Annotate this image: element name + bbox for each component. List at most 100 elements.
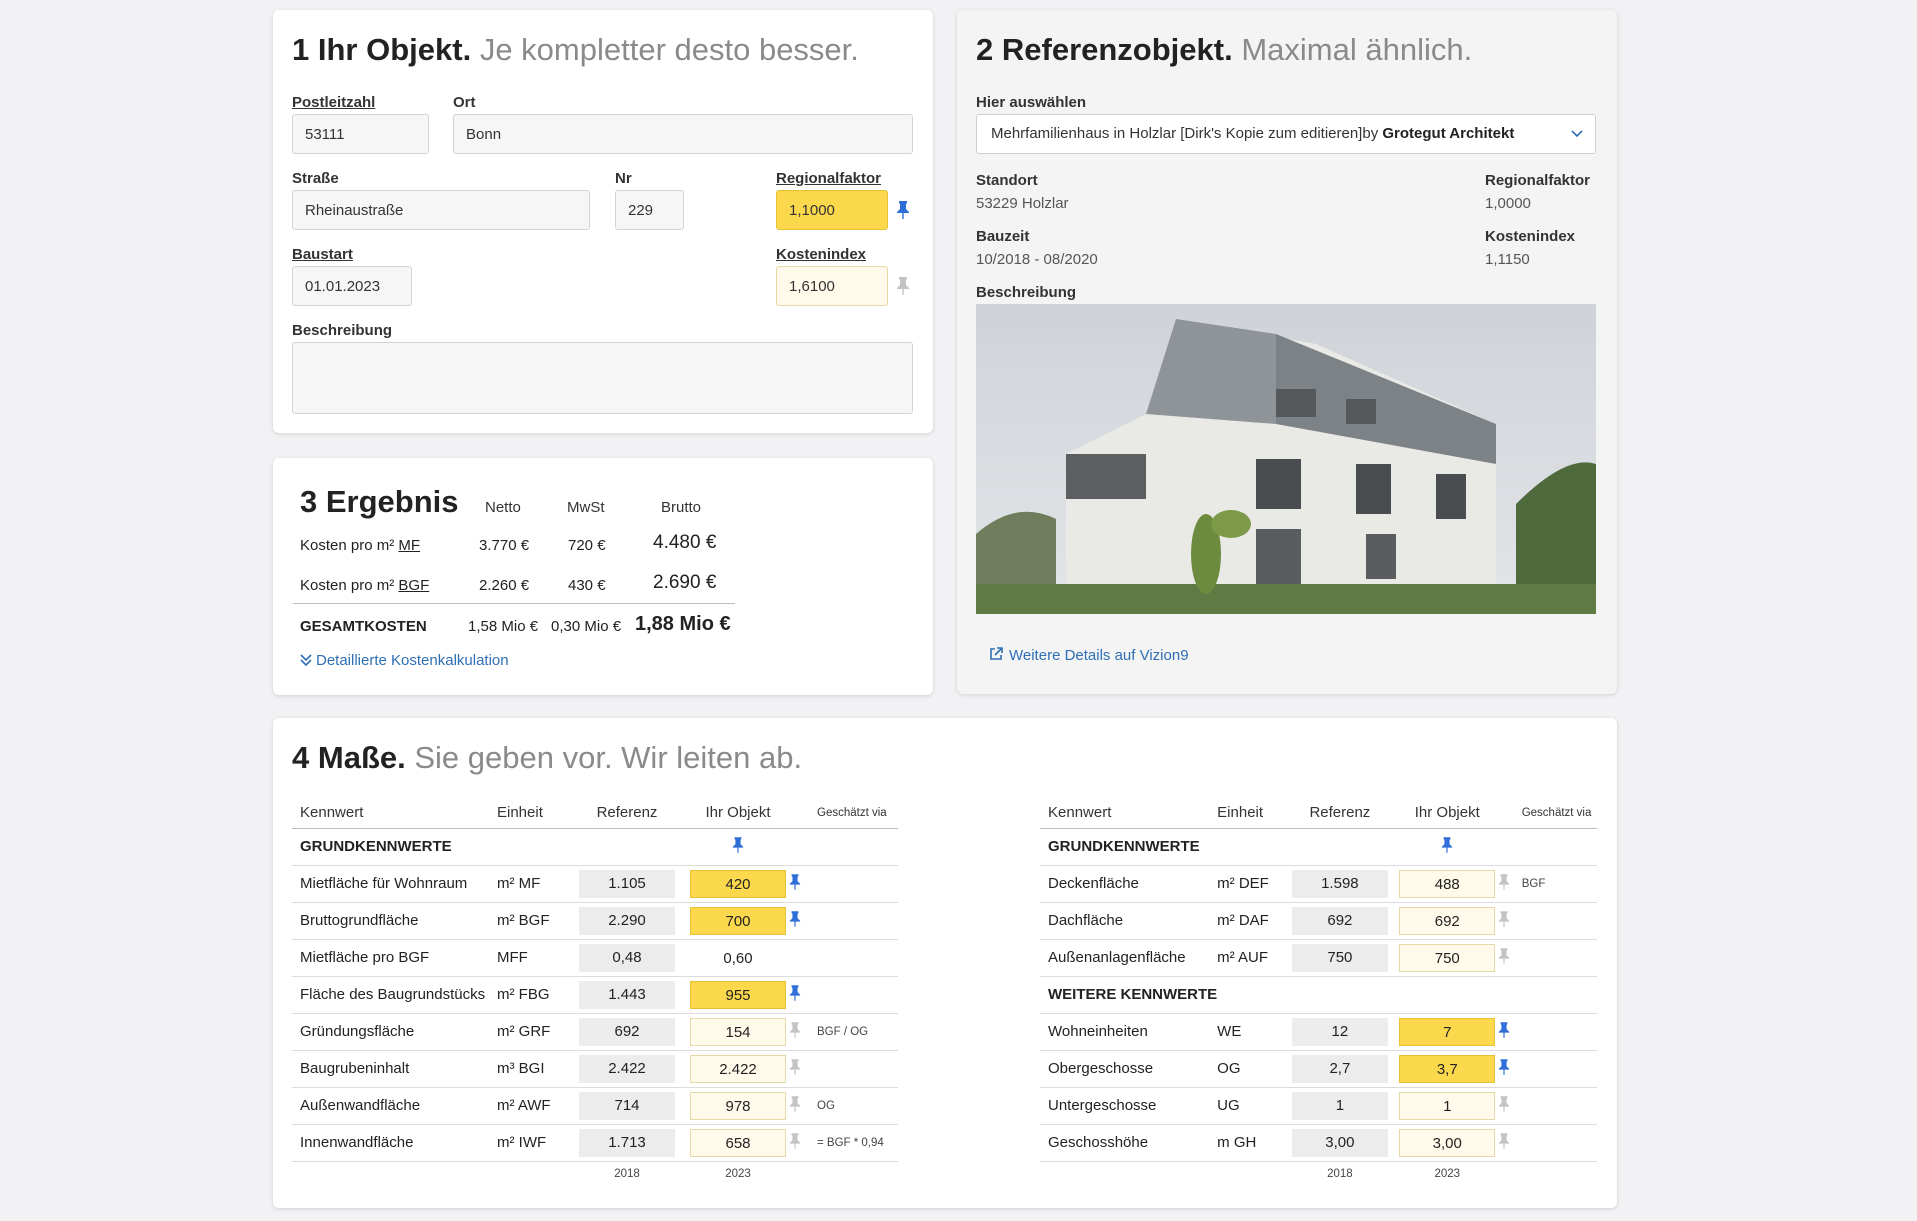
pin-icon[interactable] (1498, 1021, 1510, 1043)
select-author: Grotegut Architekt (1382, 125, 1515, 142)
pin-icon[interactable] (789, 984, 801, 1006)
objekt-value-input[interactable]: 0,60 (723, 949, 753, 967)
pin-icon[interactable] (1498, 873, 1510, 895)
baustart-input[interactable] (292, 266, 412, 306)
table-row: Bruttogrundfläche m² BGF 2.290 700 (292, 902, 898, 940)
objekt-value-input[interactable]: 3,7 (1399, 1054, 1496, 1083)
objekt-value-input[interactable]: 2.422 (690, 1054, 786, 1083)
table-row: Außenwandfläche m² AWF 714 978 OG (292, 1087, 898, 1125)
ref-regionalfaktor-value: 1,0000 (1485, 195, 1531, 212)
geschaetzt-via (1521, 1050, 1597, 1088)
pin-icon[interactable] (1498, 947, 1510, 969)
ref-kostenindex-value: 1,1150 (1485, 251, 1530, 268)
total-label: GESAMTKOSTEN (300, 618, 427, 635)
objekt-value-input[interactable]: 3,00 (1399, 1128, 1496, 1157)
object-heading: 1 Ihr Objekt. Je kompletter desto besser… (292, 32, 859, 67)
geschaetzt-via (1521, 902, 1597, 940)
geschaetzt-via (1521, 1013, 1597, 1051)
beschreibung-textarea[interactable] (292, 342, 913, 414)
pin-icon[interactable] (1498, 1132, 1510, 1154)
baustart-label: Baustart (292, 246, 353, 263)
pin-all-icon[interactable] (732, 836, 744, 858)
referenz-value: 692 (1291, 906, 1388, 935)
objekt-value-input[interactable]: 7 (1399, 1017, 1496, 1046)
total-netto: 1,58 Mio € (468, 618, 539, 635)
kennwert-name: Wohneinheiten (1040, 1013, 1218, 1051)
referenz-year: 2018 (614, 1168, 640, 1181)
geschaetzt-via: BGF / OG (817, 1013, 898, 1051)
table-row: Außenanlagenfläche m² AUF 750 750 (1040, 939, 1597, 977)
standort-label: Standort (976, 172, 1038, 189)
pin-icon[interactable] (896, 276, 910, 296)
kennwert-name: Untergeschosse (1040, 1087, 1218, 1125)
total-mwst: 0,30 Mio € (551, 618, 622, 635)
year-row: 2018 2023 (292, 1161, 898, 1187)
objekt-value-input[interactable]: 658 (690, 1128, 786, 1157)
pin-icon[interactable] (789, 1132, 801, 1154)
objekt-value-input[interactable]: 700 (690, 906, 786, 935)
strasse-input[interactable] (292, 190, 590, 230)
chevron-down-icon (1571, 130, 1583, 138)
pin-icon[interactable] (896, 200, 910, 220)
measures-table-left: Kennwert Einheit Referenz Ihr Objekt Ges… (292, 798, 898, 1187)
pin-icon[interactable] (1498, 910, 1510, 932)
result-row-bgf-label: Kosten pro m² BGF (300, 577, 430, 594)
kennwert-unit: m² IWF (497, 1124, 567, 1162)
regionalfaktor-input[interactable] (776, 190, 888, 230)
bauzeit-value: 10/2018 - 08/2020 (976, 251, 1098, 268)
vizion9-link-label: Weitere Details auf Vizion9 (1009, 647, 1189, 664)
pin-icon[interactable] (789, 1058, 801, 1080)
pin-icon[interactable] (789, 873, 801, 895)
group-row: GRUNDKENNWERTE (292, 828, 898, 866)
kennwert-unit: m GH (1217, 1124, 1283, 1162)
pin-all-icon[interactable] (1441, 836, 1453, 858)
header-objekt: Ihr Objekt (687, 798, 789, 829)
ref-beschreibung-label: Beschreibung (976, 284, 1077, 301)
pin-icon[interactable] (789, 910, 801, 932)
select-label: Hier auswählen (976, 94, 1087, 111)
kennwert-unit: m² FBG (497, 976, 567, 1014)
vizion9-link[interactable]: Weitere Details auf Vizion9 (989, 647, 1189, 664)
header-kennwert: Kennwert (1040, 798, 1218, 829)
measures-heading: 4 Maße. Sie geben vor. Wir leiten ab. (292, 740, 803, 775)
objekt-value-input[interactable]: 1 (1399, 1091, 1496, 1120)
kostenindex-input[interactable] (776, 266, 888, 306)
object-card: 1 Ihr Objekt. Je kompletter desto besser… (273, 10, 933, 433)
nr-input[interactable] (615, 190, 684, 230)
beschreibung-label: Beschreibung (292, 322, 393, 339)
kennwert-unit: m² DAF (1217, 902, 1283, 940)
referenz-value: 1 (1291, 1091, 1388, 1120)
referenz-value: 2,7 (1291, 1054, 1388, 1083)
kennwert-name: Mietfläche pro BGF (292, 939, 497, 977)
kennwert-name: Fläche des Baugrundstücks (292, 976, 497, 1014)
objekt-value-input[interactable]: 955 (690, 980, 786, 1009)
header-einheit: Einheit (497, 798, 567, 829)
referenz-value: 0,48 (579, 943, 675, 972)
reference-select[interactable]: Mehrfamilienhaus in Holzlar [Dirk's Kopi… (976, 114, 1596, 154)
objekt-value-input[interactable]: 692 (1399, 906, 1496, 935)
objekt-value-input[interactable]: 488 (1399, 869, 1496, 898)
ort-input[interactable] (453, 114, 913, 154)
ref-kostenindex-label: Kostenindex (1485, 228, 1576, 245)
kennwert-name: Außenwandfläche (292, 1087, 497, 1125)
referenz-value: 1.443 (579, 980, 675, 1009)
geschaetzt-via (1521, 1124, 1597, 1162)
pin-icon[interactable] (789, 1095, 801, 1117)
pin-icon[interactable] (1498, 1095, 1510, 1117)
objekt-year: 2023 (1434, 1168, 1461, 1181)
objekt-value-input[interactable]: 978 (690, 1091, 786, 1120)
geschaetzt-via (817, 865, 898, 903)
pin-icon[interactable] (789, 1021, 801, 1043)
referenz-value: 3,00 (1291, 1128, 1388, 1157)
header-referenz: Referenz (1282, 798, 1397, 829)
kennwert-unit: WE (1217, 1013, 1283, 1051)
plz-input[interactable] (292, 114, 429, 154)
kennwert-unit: m³ BGI (497, 1050, 567, 1088)
objekt-value-input[interactable]: 750 (1399, 943, 1496, 972)
objekt-value-input[interactable]: 154 (690, 1017, 786, 1046)
pin-icon[interactable] (1498, 1058, 1510, 1080)
group-label: WEITERE KENNWERTE (1040, 976, 1218, 1014)
objekt-value-input[interactable]: 420 (690, 869, 786, 898)
detail-calc-link[interactable]: Detaillierte Kostenkalkulation (300, 652, 509, 669)
referenz-value: 692 (579, 1017, 675, 1046)
